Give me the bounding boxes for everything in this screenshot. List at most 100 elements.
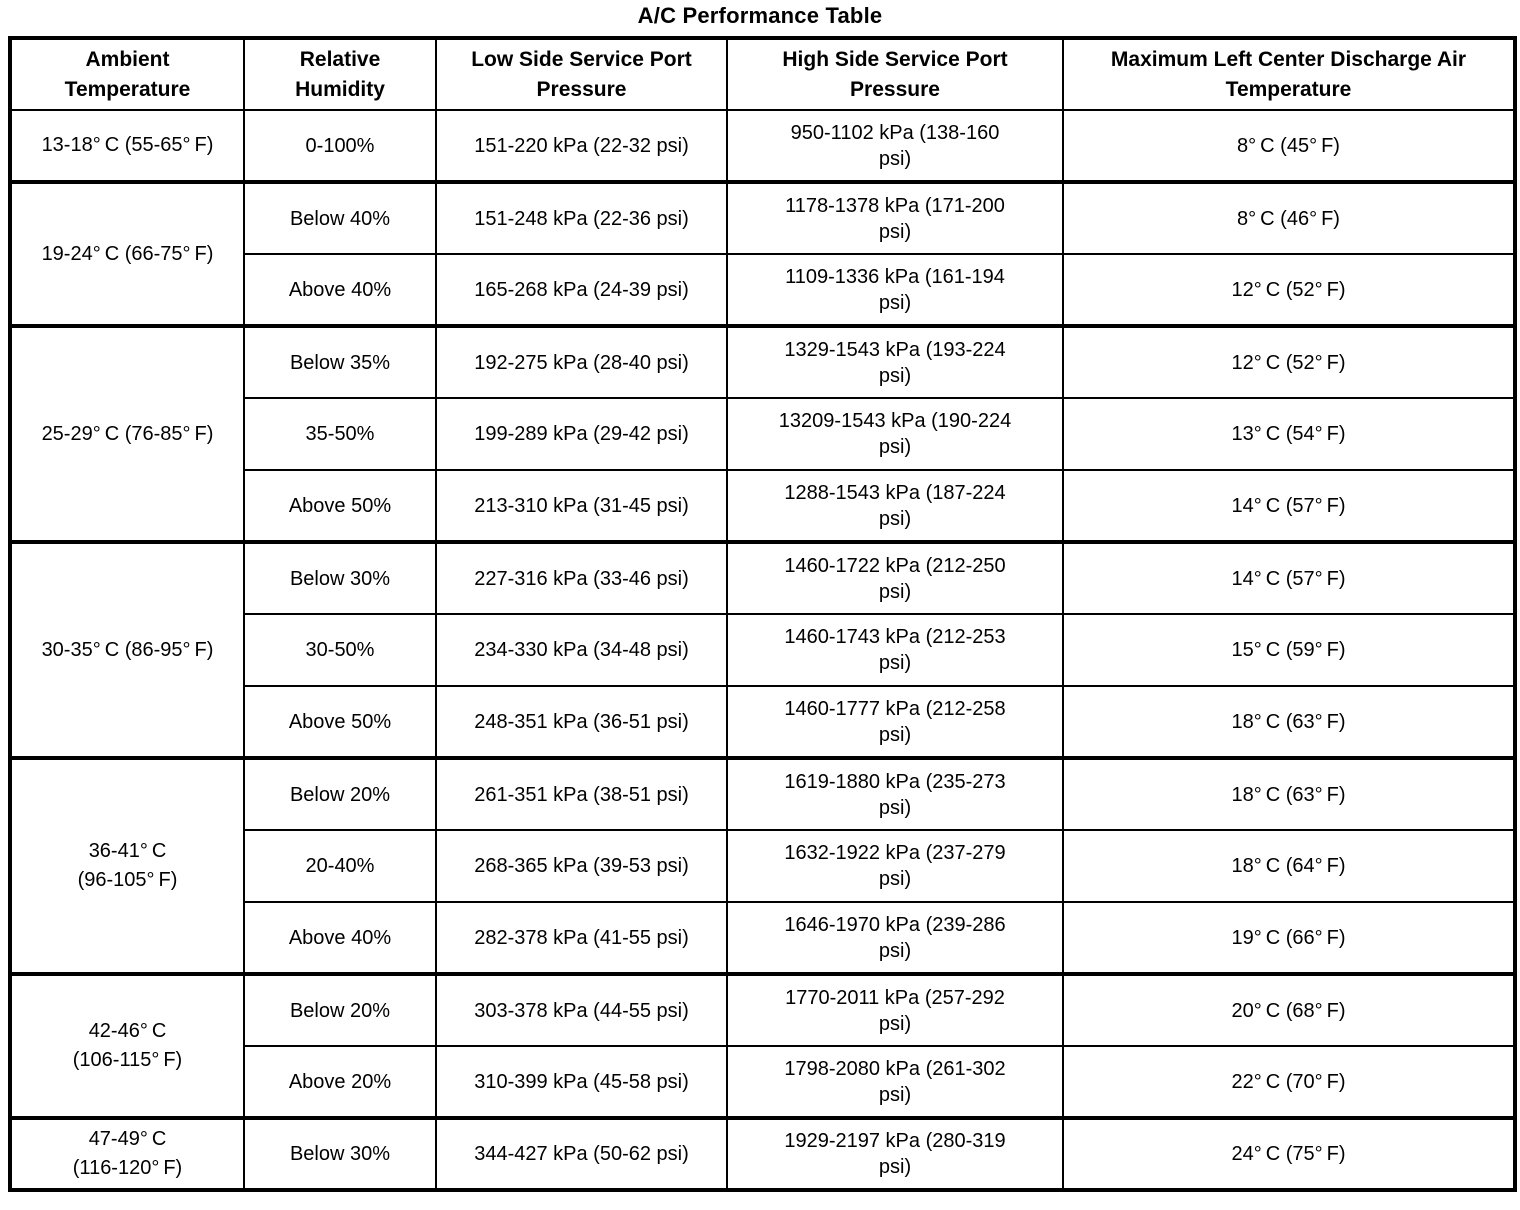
high-side-pressure-cell: 1646-1970 kPa (239-286 psi) (726, 901, 1064, 975)
discharge-temp-cell: 14° C (57° F) (1062, 540, 1516, 615)
humidity-cell: Below 30% (243, 1116, 437, 1191)
low-side-pressure-cell: 227-316 kPa (33-46 psi) (435, 540, 728, 615)
low-side-pressure-cell: 199-289 kPa (29-42 psi) (435, 397, 728, 471)
table-row: 20-40% 268-365 kPa (39-53 psi) 1632-1922… (10, 829, 1516, 903)
table-row: 35-50% 199-289 kPa (29-42 psi) 13209-154… (10, 397, 1516, 471)
high-side-pressure-text: 1178-1378 kPa (171-200 psi) (785, 194, 1005, 243)
discharge-temp-cell: 24° C (75° F) (1062, 1116, 1516, 1191)
table-row: Above 40% 282-378 kPa (41-55 psi) 1646-1… (10, 901, 1516, 975)
humidity-cell: Below 35% (243, 324, 437, 399)
high-side-pressure-cell: 1109-1336 kPa (161-194 psi) (726, 253, 1064, 327)
table-row: 19-24° C (66-75° F) Below 40% 151-248 kP… (9, 180, 1516, 327)
discharge-temp-cell: 13° C (54° F) (1062, 397, 1516, 471)
high-side-pressure-text: 13209-1543 kPa (190-224 psi) (778, 410, 1012, 458)
ambient-temp-cell: 19-24° C (66-75° F) (9, 180, 245, 327)
col-header-high-side-pressure: High Side Service Port Pressure (726, 37, 1064, 111)
high-side-pressure-cell: 1178-1378 kPa (171-200 psi) (726, 180, 1064, 255)
table-row: 30-35° C (86-95° F) Below 30% 227-316 kP… (9, 540, 1516, 759)
header-row: Ambient Temperature Relative Humidity Lo… (9, 37, 1516, 111)
low-side-pressure-cell: 261-351 kPa (38-51 psi) (435, 756, 728, 831)
discharge-temp-cell: 22° C (70° F) (1062, 1045, 1516, 1119)
high-side-pressure-text: 1460-1777 kPa (212-258 psi) (784, 697, 1006, 746)
high-side-pressure-cell: 1632-1922 kPa (237-279 psi) (726, 829, 1064, 903)
discharge-temp-cell: 14° C (57° F) (1062, 469, 1516, 543)
humidity-cell: Above 20% (243, 1045, 437, 1119)
table-row: 25-29° C (76-85° F) Below 35% 192-275 kP… (9, 324, 1516, 543)
high-side-pressure-cell: 1288-1543 kPa (187-224 psi) (726, 469, 1064, 543)
discharge-temp-cell: 18° C (63° F) (1062, 685, 1516, 759)
humidity-cell: Below 20% (243, 972, 437, 1047)
col-header-ambient-temperature: Ambient Temperature (9, 37, 245, 111)
low-side-pressure-cell: 234-330 kPa (34-48 psi) (435, 613, 728, 687)
humidity-cell: 35-50% (243, 397, 437, 471)
low-side-pressure-cell: 303-378 kPa (44-55 psi) (435, 972, 728, 1047)
discharge-temp-cell: 8° C (46° F) (1062, 180, 1516, 255)
ambient-temp-cell: 47-49° C (116-120° F) (9, 1116, 245, 1191)
table-row: Above 50% 213-310 kPa (31-45 psi) 1288-1… (10, 469, 1516, 543)
humidity-cell: Below 30% (243, 540, 437, 615)
high-side-pressure-text: 1798-2080 kPa (261-302 psi) (784, 1057, 1006, 1106)
col-header-relative-humidity: Relative Humidity (243, 37, 437, 111)
page-title: A/C Performance Table (637, 3, 883, 28)
ambient-temp-cell: 42-46° C (106-115° F) (9, 972, 245, 1119)
humidity-cell: 0-100% (243, 109, 437, 183)
low-side-pressure-cell: 248-351 kPa (36-51 psi) (435, 685, 728, 759)
high-side-pressure-cell: 950-1102 kPa (138-160 psi) (726, 109, 1064, 183)
high-side-pressure-text: 1632-1922 kPa (237-279 psi) (784, 842, 1006, 890)
high-side-pressure-text: 1770-2011 kPa (257-292 psi) (785, 986, 1005, 1035)
discharge-temp-cell: 12° C (52° F) (1062, 324, 1516, 399)
low-side-pressure-cell: 268-365 kPa (39-53 psi) (435, 829, 728, 903)
humidity-cell: 30-50% (243, 613, 437, 687)
low-side-pressure-cell: 151-248 kPa (22-36 psi) (435, 180, 728, 255)
high-side-pressure-cell: 1460-1743 kPa (212-253 psi) (726, 613, 1064, 687)
humidity-cell: Below 40% (243, 180, 437, 255)
discharge-temp-cell: 18° C (63° F) (1062, 756, 1516, 831)
table-row: 30-50% 234-330 kPa (34-48 psi) 1460-1743… (10, 613, 1516, 687)
low-side-pressure-cell: 344-427 kPa (50-62 psi) (435, 1116, 728, 1191)
low-side-pressure-cell: 282-378 kPa (41-55 psi) (435, 901, 728, 975)
col-header-low-side-pressure: Low Side Service Port Pressure (435, 37, 728, 111)
discharge-temp-cell: 8° C (45° F) (1062, 109, 1516, 183)
discharge-temp-cell: 19° C (66° F) (1062, 901, 1516, 975)
high-side-pressure-text: 950-1102 kPa (138-160 psi) (790, 121, 1000, 170)
humidity-cell: 20-40% (243, 829, 437, 903)
low-side-pressure-cell: 310-399 kPa (45-58 psi) (435, 1045, 728, 1119)
table-row: Above 20% 310-399 kPa (45-58 psi) 1798-2… (10, 1045, 1516, 1119)
table-row: Above 50% 248-351 kPa (36-51 psi) 1460-1… (10, 685, 1516, 759)
humidity-cell: Above 40% (243, 901, 437, 975)
discharge-temp-cell: 12° C (52° F) (1062, 253, 1516, 327)
ambient-temp-cell: 30-35° C (86-95° F) (9, 540, 245, 759)
table-row: Above 40% 165-268 kPa (24-39 psi) 1109-1… (10, 253, 1516, 327)
low-side-pressure-cell: 165-268 kPa (24-39 psi) (435, 253, 728, 327)
high-side-pressure-text: 1460-1722 kPa (212-250 psi) (784, 554, 1006, 603)
discharge-temp-cell: 20° C (68° F) (1062, 972, 1516, 1047)
high-side-pressure-cell: 1798-2080 kPa (261-302 psi) (726, 1045, 1064, 1119)
high-side-pressure-cell: 13209-1543 kPa (190-224 psi) (726, 397, 1064, 471)
low-side-pressure-cell: 192-275 kPa (28-40 psi) (435, 324, 728, 399)
discharge-temp-cell: 18° C (64° F) (1062, 829, 1516, 903)
table-row: 47-49° C (116-120° F) Below 30% 344-427 … (9, 1116, 1516, 1191)
humidity-cell: Above 40% (243, 253, 437, 327)
high-side-pressure-cell: 1770-2011 kPa (257-292 psi) (726, 972, 1064, 1047)
low-side-pressure-cell: 213-310 kPa (31-45 psi) (435, 469, 728, 543)
high-side-pressure-text: 1329-1543 kPa (193-224 psi) (784, 338, 1006, 387)
high-side-pressure-cell: 1460-1722 kPa (212-250 psi) (726, 540, 1064, 615)
table-row: 13-18° C (55-65° F) 0-100% 151-220 kPa (… (9, 109, 1516, 183)
high-side-pressure-text: 1646-1970 kPa (239-286 psi) (784, 913, 1006, 962)
high-side-pressure-cell: 1329-1543 kPa (193-224 psi) (726, 324, 1064, 399)
humidity-cell: Above 50% (243, 469, 437, 543)
high-side-pressure-text: 1619-1880 kPa (235-273 psi) (784, 770, 1006, 819)
high-side-pressure-text: 1288-1543 kPa (187-224 psi) (784, 481, 1006, 530)
discharge-temp-cell: 15° C (59° F) (1062, 613, 1516, 687)
col-header-discharge-air-temperature: Maximum Left Center Discharge Air Temper… (1062, 37, 1516, 111)
low-side-pressure-cell: 151-220 kPa (22-32 psi) (435, 109, 728, 183)
high-side-pressure-text: 1929-2197 kPa (280-319 psi) (784, 1130, 1006, 1178)
high-side-pressure-cell: 1460-1777 kPa (212-258 psi) (726, 685, 1064, 759)
high-side-pressure-text: 1460-1743 kPa (212-253 psi) (784, 626, 1006, 674)
high-side-pressure-cell: 1619-1880 kPa (235-273 psi) (726, 756, 1064, 831)
high-side-pressure-cell: 1929-2197 kPa (280-319 psi) (726, 1116, 1064, 1191)
ambient-temp-cell: 36-41° C (96-105° F) (9, 756, 245, 975)
table-row: 42-46° C (106-115° F) Below 20% 303-378 … (9, 972, 1516, 1119)
ac-performance-table: Ambient Temperature Relative Humidity Lo… (8, 36, 1517, 1192)
